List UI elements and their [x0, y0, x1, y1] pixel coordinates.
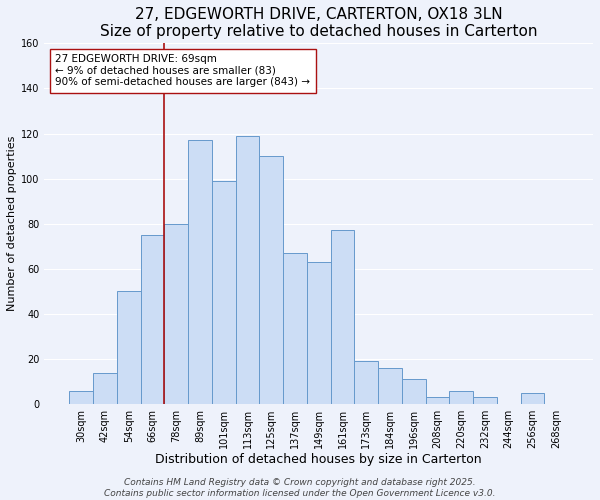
Bar [425, 398, 449, 404]
Bar [331, 230, 355, 404]
Bar [188, 140, 212, 404]
Bar [212, 181, 236, 404]
Bar [70, 390, 93, 404]
Bar [355, 362, 378, 404]
Bar [93, 372, 117, 404]
X-axis label: Distribution of detached houses by size in Carterton: Distribution of detached houses by size … [155, 452, 482, 466]
Bar [307, 262, 331, 404]
Y-axis label: Number of detached properties: Number of detached properties [7, 136, 17, 312]
Bar [378, 368, 402, 404]
Bar [521, 393, 544, 404]
Title: 27, EDGEWORTH DRIVE, CARTERTON, OX18 3LN
Size of property relative to detached h: 27, EDGEWORTH DRIVE, CARTERTON, OX18 3LN… [100, 7, 538, 40]
Bar [283, 253, 307, 404]
Bar [117, 292, 140, 404]
Bar [140, 235, 164, 404]
Bar [164, 224, 188, 404]
Bar [402, 380, 425, 404]
Text: Contains HM Land Registry data © Crown copyright and database right 2025.
Contai: Contains HM Land Registry data © Crown c… [104, 478, 496, 498]
Bar [236, 136, 259, 404]
Bar [259, 156, 283, 404]
Bar [473, 398, 497, 404]
Bar [449, 390, 473, 404]
Text: 27 EDGEWORTH DRIVE: 69sqm
← 9% of detached houses are smaller (83)
90% of semi-d: 27 EDGEWORTH DRIVE: 69sqm ← 9% of detach… [55, 54, 310, 88]
